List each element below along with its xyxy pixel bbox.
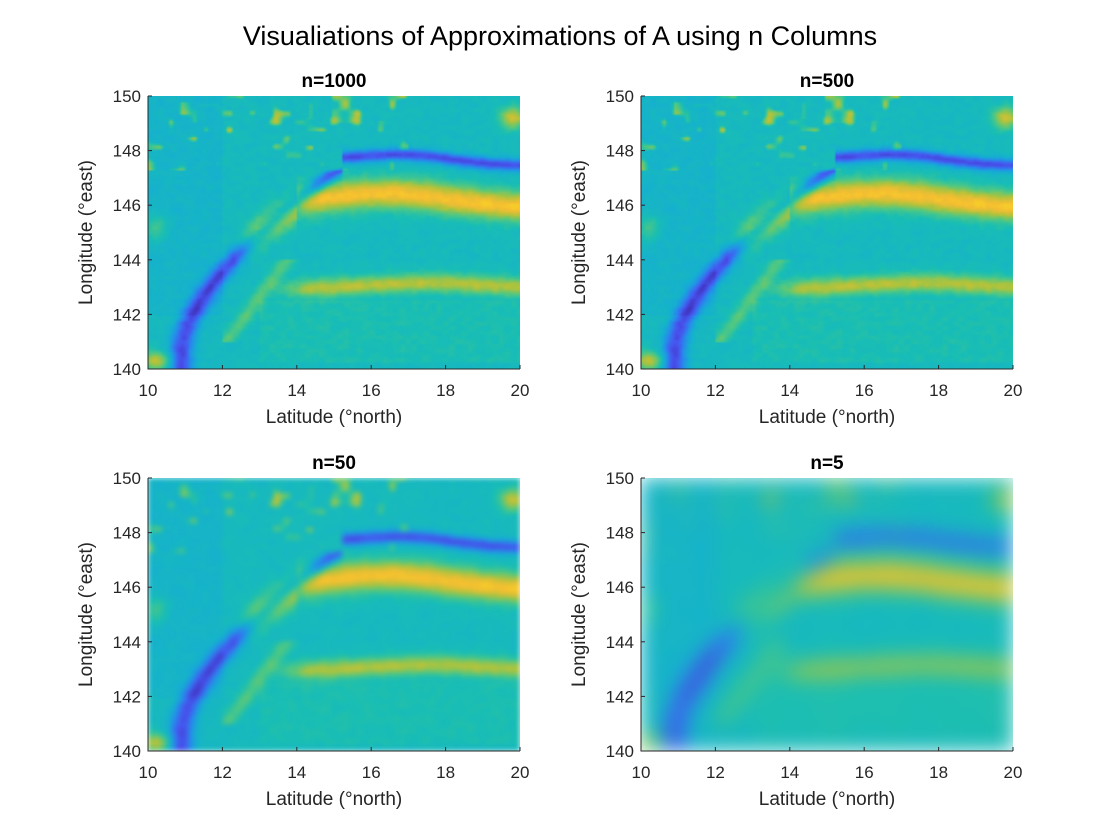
x-tick-label: 16 bbox=[855, 763, 874, 782]
x-tick-label: 16 bbox=[855, 381, 874, 400]
x-tick-label: 12 bbox=[706, 381, 725, 400]
x-tick-label: 18 bbox=[436, 763, 455, 782]
y-tick-label: 146 bbox=[113, 578, 141, 597]
y-tick-label: 142 bbox=[606, 305, 634, 324]
x-tick-label: 10 bbox=[632, 381, 651, 400]
y-axis-label: Longitude (°east) bbox=[569, 542, 590, 687]
y-tick-label: 146 bbox=[606, 196, 634, 215]
x-axis-label: Latitude (°north) bbox=[759, 789, 895, 810]
y-tick-label: 150 bbox=[113, 87, 141, 106]
x-tick-label: 20 bbox=[511, 381, 530, 400]
y-tick-label: 146 bbox=[113, 196, 141, 215]
x-tick-label: 16 bbox=[362, 763, 381, 782]
y-tick-label: 142 bbox=[606, 687, 634, 706]
y-axis-label: Longitude (°east) bbox=[76, 160, 97, 305]
y-tick-label: 148 bbox=[606, 524, 634, 543]
subplot-title: n=50 bbox=[312, 453, 356, 474]
y-axis-label: Longitude (°east) bbox=[76, 542, 97, 687]
y-tick-label: 150 bbox=[113, 469, 141, 488]
y-tick-label: 144 bbox=[113, 633, 141, 652]
y-tick-label: 144 bbox=[606, 251, 634, 270]
x-tick-label: 14 bbox=[780, 381, 799, 400]
subplot-title: n=1000 bbox=[302, 71, 367, 92]
subplot-2: 10 12 14 16 18 20 140 142 144 146 148 150 n=500 Latit… bbox=[569, 71, 1022, 428]
x-tick-label: 14 bbox=[287, 763, 306, 782]
x-tick-label: 20 bbox=[511, 763, 530, 782]
x-tick-label: 12 bbox=[213, 381, 232, 400]
x-axis-label: Latitude (°north) bbox=[266, 789, 402, 810]
x-tick-label: 14 bbox=[287, 381, 306, 400]
subplot-4: 10 12 14 16 18 20 140 142 144 146 148 150 n=5 Latitud… bbox=[569, 453, 1022, 810]
y-tick-label: 140 bbox=[606, 742, 634, 761]
heatmap-image bbox=[148, 478, 520, 751]
y-tick-label: 144 bbox=[606, 633, 634, 652]
x-tick-label: 18 bbox=[929, 381, 948, 400]
y-tick-label: 140 bbox=[113, 742, 141, 761]
y-tick-label: 144 bbox=[113, 251, 141, 270]
x-axis-label: Latitude (°north) bbox=[759, 407, 895, 428]
heatmap-image bbox=[148, 96, 520, 369]
x-tick-label: 14 bbox=[780, 763, 799, 782]
y-tick-label: 142 bbox=[113, 687, 141, 706]
figure-title: Visualiations of Approximations of A usi… bbox=[243, 21, 877, 51]
x-tick-label: 18 bbox=[929, 763, 948, 782]
x-tick-label: 20 bbox=[1004, 763, 1023, 782]
x-tick-label: 12 bbox=[706, 763, 725, 782]
y-tick-label: 148 bbox=[113, 142, 141, 161]
y-axis-label: Longitude (°east) bbox=[569, 160, 590, 305]
subplot-1: 10 12 14 16 18 20 140 142 144 146 148 150 n=1000 Lati… bbox=[76, 71, 529, 428]
y-tick-label: 140 bbox=[113, 360, 141, 379]
y-tick-label: 150 bbox=[606, 469, 634, 488]
x-tick-label: 20 bbox=[1004, 381, 1023, 400]
x-tick-label: 16 bbox=[362, 381, 381, 400]
x-tick-label: 12 bbox=[213, 763, 232, 782]
y-tick-label: 142 bbox=[113, 305, 141, 324]
y-tick-label: 140 bbox=[606, 360, 634, 379]
x-tick-label: 18 bbox=[436, 381, 455, 400]
x-axis-label: Latitude (°north) bbox=[266, 407, 402, 428]
subplot-title: n=500 bbox=[800, 71, 854, 92]
x-tick-label: 10 bbox=[632, 763, 651, 782]
y-tick-label: 150 bbox=[606, 87, 634, 106]
y-tick-label: 148 bbox=[113, 524, 141, 543]
heatmap-image bbox=[641, 478, 1013, 751]
subplot-grid: 10 12 14 16 18 20 140 142 144 146 148 150 n=1000 Lati… bbox=[76, 71, 1022, 810]
y-tick-label: 146 bbox=[606, 578, 634, 597]
subplot-title: n=5 bbox=[810, 453, 844, 474]
x-tick-label: 10 bbox=[139, 763, 158, 782]
x-tick-label: 10 bbox=[139, 381, 158, 400]
y-tick-label: 148 bbox=[606, 142, 634, 161]
heatmap-image bbox=[641, 96, 1013, 369]
subplot-3: 10 12 14 16 18 20 140 142 144 146 148 150 n=50 Latitu… bbox=[76, 453, 529, 810]
